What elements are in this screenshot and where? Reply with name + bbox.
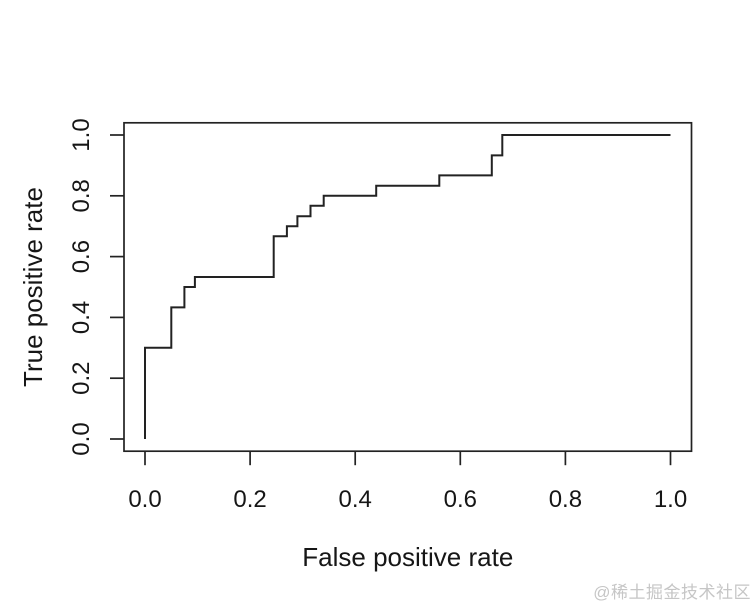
- roc-curve-line: [144, 134, 671, 439]
- y-tick-label: 0.8: [68, 179, 95, 212]
- y-axis-ticks: 0.0 0.2 0.4 0.6 0.8 1.0: [68, 118, 124, 456]
- plot-box: [123, 121, 693, 453]
- x-tick-label: 0.6: [444, 486, 477, 513]
- y-axis-title: True positive rate: [18, 187, 48, 387]
- y-tick-label: 0.2: [68, 362, 95, 395]
- y-tick-label: 0.4: [68, 301, 95, 334]
- watermark-text: @稀土掘金技术社区: [593, 583, 751, 602]
- x-tick-label: 0.4: [339, 486, 372, 513]
- x-tick-label: 0.0: [128, 486, 161, 513]
- y-tick-label: 0.0: [68, 422, 95, 455]
- x-tick-label: 0.2: [233, 486, 266, 513]
- y-tick-label: 0.6: [68, 240, 95, 273]
- x-tick-label: 0.8: [549, 486, 582, 513]
- x-axis-ticks: 0.0 0.2 0.4 0.6 0.8 1.0: [128, 451, 687, 513]
- x-axis-title: False positive rate: [302, 542, 513, 572]
- x-tick-label: 1.0: [654, 486, 687, 513]
- y-tick-label: 1.0: [68, 118, 95, 151]
